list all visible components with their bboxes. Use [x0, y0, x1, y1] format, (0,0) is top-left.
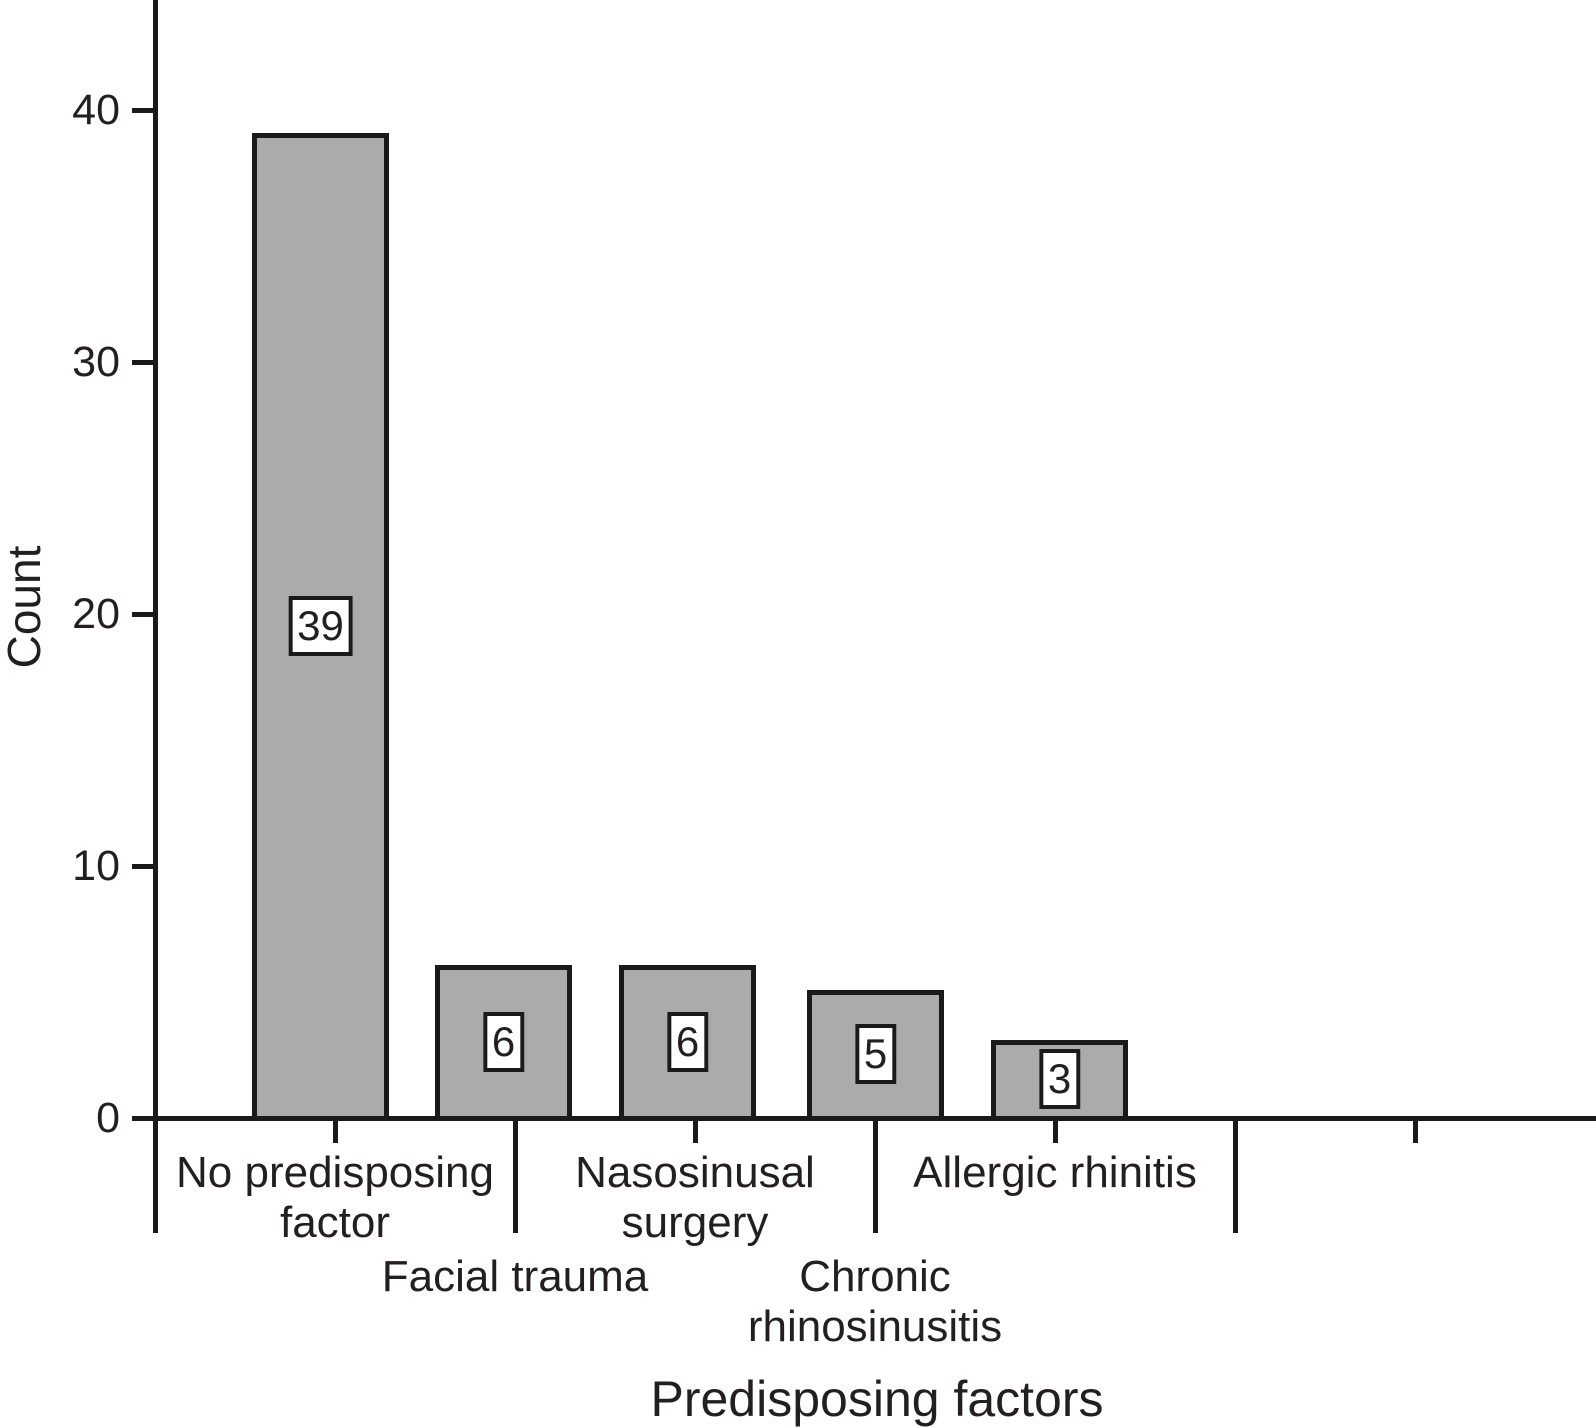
x-axis-tick-long — [1233, 1121, 1238, 1233]
y-axis-line — [153, 0, 158, 1233]
y-axis-tick — [132, 864, 155, 869]
category-label: Chronic rhinosinusitis — [748, 1252, 1002, 1352]
category-label-line: surgery — [621, 1198, 769, 1247]
x-axis-tick-short — [333, 1121, 338, 1143]
category-label-line: Nasosinusal — [575, 1148, 815, 1197]
y-tick-label: 0 — [96, 1094, 120, 1142]
y-axis-tick — [132, 612, 155, 617]
category-label: Nasosinusal surgery — [575, 1148, 815, 1248]
category-label-line: Facial trauma — [381, 1252, 649, 1301]
x-axis-tick-short — [1413, 1121, 1418, 1143]
x-axis-title: Predisposing factors — [650, 1371, 1104, 1427]
y-tick-label: 20 — [72, 590, 120, 638]
bar-value-label: 6 — [482, 1012, 525, 1072]
x-axis-line — [132, 1116, 1596, 1121]
bar-value-label: 5 — [854, 1024, 897, 1084]
category-label-line: factor — [279, 1198, 391, 1247]
category-label: Facial trauma — [382, 1252, 649, 1302]
y-tick-label: 10 — [72, 842, 120, 890]
x-axis-tick-long — [873, 1121, 878, 1233]
category-label-line: Allergic rhinitis — [913, 1148, 1197, 1197]
x-axis-tick-short — [693, 1121, 698, 1143]
bar-value-label: 3 — [1038, 1049, 1081, 1109]
bar-value-label: 39 — [288, 596, 353, 656]
y-tick-label: 40 — [72, 86, 120, 134]
category-label-line: No predisposing — [176, 1148, 494, 1197]
y-tick-label: 30 — [72, 338, 120, 386]
y-axis-tick — [132, 108, 155, 113]
bar-value-label: 6 — [666, 1012, 709, 1072]
x-axis-tick-short — [1053, 1121, 1058, 1143]
category-label: Allergic rhinitis — [913, 1148, 1197, 1198]
x-axis-tick-long — [513, 1121, 518, 1233]
category-label-line: Chronic — [799, 1252, 951, 1301]
category-label-line: rhinosinusitis — [747, 1302, 1003, 1351]
category-label: No predisposing factor — [176, 1148, 494, 1248]
y-axis-tick — [132, 360, 155, 365]
